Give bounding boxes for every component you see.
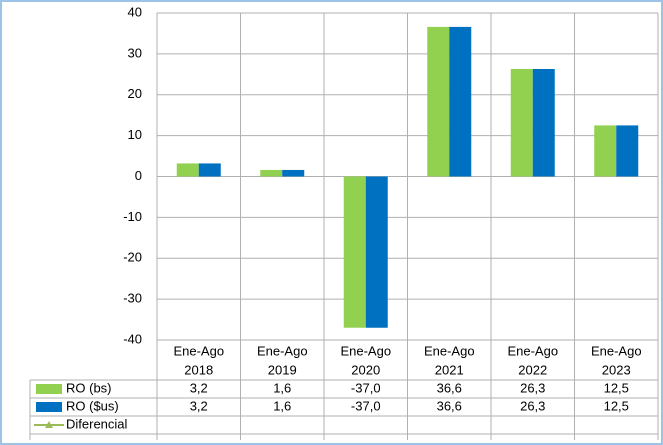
bar	[365, 176, 388, 328]
y-tick-label: 20	[128, 86, 142, 101]
y-tick-label: 10	[128, 127, 142, 142]
table-value: 3,2	[190, 380, 208, 395]
x-tick-label: Ene-Ago	[507, 343, 558, 358]
x-tick-label: Ene-Ago	[424, 343, 475, 358]
x-tick-label: 2022	[518, 362, 547, 377]
x-tick-label: Ene-Ago	[591, 343, 642, 358]
table-value: -37,0	[351, 398, 381, 413]
bar	[594, 125, 617, 177]
y-tick-label: -10	[123, 209, 142, 224]
table-value: 1,6	[273, 398, 291, 413]
x-tick-label: 2018	[184, 362, 213, 377]
bar	[198, 163, 221, 177]
table-value: 3,2	[190, 398, 208, 413]
x-tick-label: Ene-Ago	[257, 343, 308, 358]
y-tick-label: -20	[123, 250, 142, 265]
legend-label: Diferencial	[66, 416, 128, 431]
x-tick-label: 2023	[602, 362, 631, 377]
x-tick-label: 2020	[351, 362, 380, 377]
x-tick-label: 2021	[435, 362, 464, 377]
bar	[449, 26, 472, 177]
bar	[176, 163, 199, 177]
bar	[532, 68, 555, 177]
table-value: 36,6	[437, 398, 462, 413]
table-value: 26,3	[520, 398, 545, 413]
table-value: 26,3	[520, 380, 545, 395]
bar	[510, 68, 533, 177]
bar	[260, 169, 283, 177]
table-value: 12,5	[604, 398, 629, 413]
legend-swatch	[36, 384, 62, 394]
y-tick-label: -40	[123, 331, 142, 346]
x-tick-label: Ene-Ago	[340, 343, 391, 358]
y-tick-label: 40	[128, 4, 142, 19]
y-tick-label: 0	[135, 168, 142, 183]
x-tick-label: 2019	[268, 362, 297, 377]
bar	[343, 176, 366, 328]
y-tick-label: 30	[128, 45, 142, 60]
bar	[427, 26, 450, 177]
y-tick-label: -30	[123, 291, 142, 306]
bar	[282, 169, 305, 177]
x-tick-label: Ene-Ago	[173, 343, 224, 358]
legend-label: RO (bs)	[66, 380, 112, 395]
legend-marker	[45, 421, 53, 428]
legend-swatch	[36, 402, 62, 412]
table-value: 36,6	[437, 380, 462, 395]
legend-label: RO ($us)	[66, 398, 119, 413]
bar	[616, 125, 639, 177]
table-value: -37,0	[351, 380, 381, 395]
table-value: 12,5	[604, 380, 629, 395]
table-value: 1,6	[273, 380, 291, 395]
